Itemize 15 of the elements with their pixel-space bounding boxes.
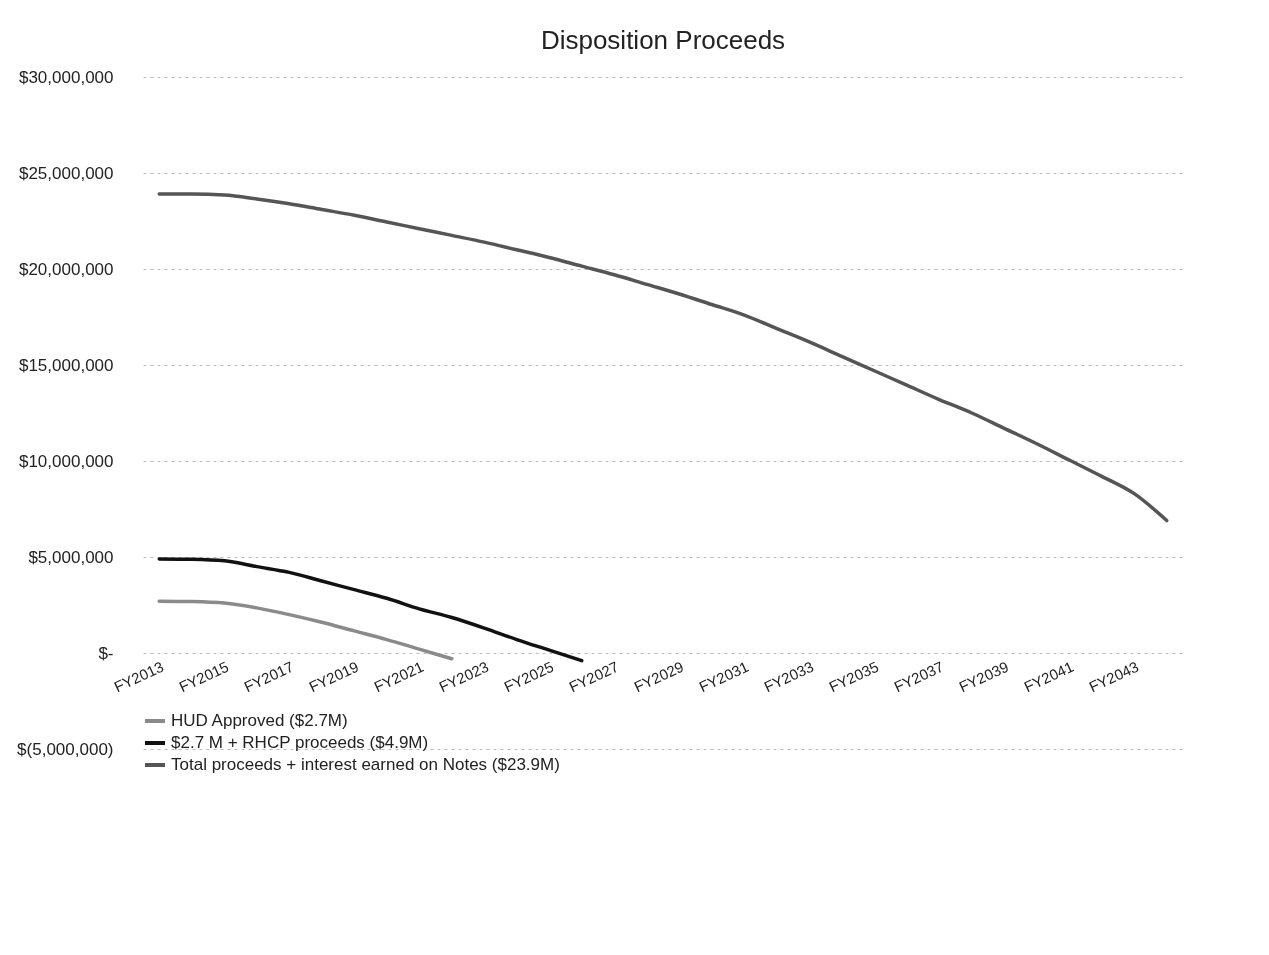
line-series xyxy=(157,599,454,661)
y-tick-label: $(5,000,000) xyxy=(17,739,114,759)
y-tick-label: $15,000,000 xyxy=(18,355,114,375)
legend-label: $2.7 M + RHCP proceeds ($4.9M) xyxy=(171,733,429,752)
y-tick-label: $20,000,000 xyxy=(18,259,114,279)
line-series xyxy=(157,557,584,663)
legend-label: HUD Approved ($2.7M) xyxy=(171,711,348,730)
y-tick-label: $25,000,000 xyxy=(18,163,114,183)
chart-title: Disposition Proceeds xyxy=(540,25,786,55)
legend-label: Total proceeds + interest earned on Notes ($23.9M) xyxy=(171,755,560,774)
y-tick-label: $5,000,000 xyxy=(28,547,114,567)
y-tick-label: $30,000,000 xyxy=(18,67,114,87)
y-tick-label: $10,000,000 xyxy=(18,451,114,471)
line-series xyxy=(157,192,1169,523)
y-tick-label: $- xyxy=(98,643,114,663)
